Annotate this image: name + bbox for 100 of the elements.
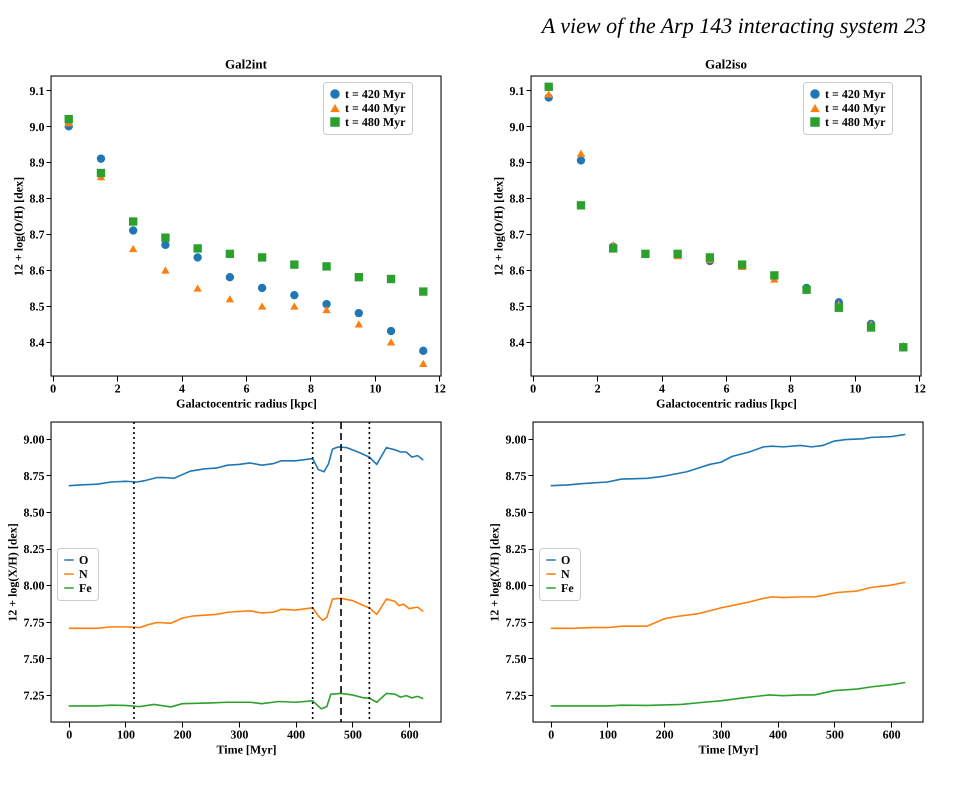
point [834,304,843,312]
x-tick-label: 0 [530,382,536,396]
point [419,287,428,296]
point [129,217,138,226]
y-tick-label: 8.50 [506,506,526,520]
x-tick-label: 0 [66,728,72,742]
point [64,114,73,124]
point [576,150,586,157]
x-tick-label: 100 [598,728,617,742]
y-tick-label: 9.0 [30,120,44,134]
point [419,346,428,356]
x-axis-title: Galactocentric radius [kpc] [176,396,317,410]
x-axis-title: Galactocentric radius [kpc] [656,396,797,410]
x-tick-label: 2 [594,382,601,396]
legend-label: t = 480 Myr [345,115,406,129]
point [354,320,363,328]
y-tick-label: 8.00 [24,578,44,593]
point [290,290,299,300]
x-tick-label: 600 [400,728,419,742]
y-tick-label: 8.8 [30,192,44,206]
line-series [68,692,424,710]
x-tick-label: 500 [344,728,362,742]
point [386,274,396,284]
x-tick-label: 200 [656,728,674,742]
y-tick-label: 7.25 [506,688,526,702]
point [226,295,234,302]
legend-label: t = 420 Myr [825,87,886,101]
x-tick-label: 300 [230,728,248,742]
legend-label: Fe [79,581,92,595]
point [96,154,106,163]
point [290,302,299,310]
legend-label: t = 440 Myr [825,101,886,115]
x-tick-label: 2 [114,382,121,396]
x-tick-label: 200 [174,728,192,742]
legend-label: N [561,567,570,581]
y-axis-title: 12 + log(O/H) [dex] [492,176,506,276]
x-tick-label: 400 [769,728,788,742]
legend-label: t = 480 Myr [825,115,886,129]
point [386,338,396,346]
point [258,253,266,262]
y-tick-label: 8.8 [510,192,524,206]
y-tick-label: 8.9 [30,156,44,170]
point [193,253,202,262]
x-tick-label: 8 [308,382,314,396]
y-tick-label: 8.25 [506,542,526,556]
line-series [68,598,424,630]
y-tick-label: 8.25 [24,542,44,556]
point [161,266,170,274]
x-tick-label: 400 [287,728,306,742]
point [866,323,876,332]
y-tick-label: 8.5 [30,299,44,314]
legend-label: N [79,567,88,581]
legend-label: O [79,553,88,567]
point [544,90,553,98]
point [129,226,138,235]
y-tick-label: 9.0 [510,120,524,134]
chart-title: Gal2iso [705,56,747,72]
legend-label: t = 440 Myr [345,101,406,115]
x-tick-label: 100 [116,728,135,742]
point [419,360,428,368]
point [673,250,682,258]
point [193,284,202,292]
point [544,82,553,91]
point [770,271,779,280]
y-tick-label: 8.75 [506,468,526,483]
y-tick-label: 9.00 [24,432,44,446]
legend-label: O [561,553,570,567]
line-series [550,434,906,486]
y-axis-title: 12 + log(X/H) [dex] [6,523,20,622]
y-tick-label: 8.6 [510,264,524,278]
legend-label: t = 420 Myr [345,87,406,101]
y-tick-label: 8.5 [510,299,524,314]
x-tick-label: 0 [548,728,554,742]
x-tick-label: 300 [712,728,730,742]
point [354,308,363,318]
point [576,201,586,210]
x-tick-label: 10 [849,382,862,396]
x-tick-label: 600 [882,728,901,742]
point [322,300,331,308]
x-axis-title: Time [Myr] [698,742,759,756]
line-series [550,581,906,630]
chart-title: Gal2int [225,56,268,72]
y-axis-title: 12 + log(O/H) [dex] [12,176,26,276]
y-tick-label: 8.00 [506,578,526,593]
y-tick-label: 8.7 [510,228,524,242]
y-tick-label: 7.25 [24,688,44,702]
y-tick-label: 9.1 [510,84,524,98]
y-tick-label: 8.6 [30,264,44,278]
x-tick-label: 4 [659,382,666,396]
y-tick-label: 7.50 [506,652,526,666]
y-axis-title: 12 + log(X/H) [dex] [488,523,502,622]
y-tick-label: 7.50 [24,652,44,666]
y-tick-label: 8.4 [30,335,44,350]
y-tick-label: 8.4 [510,335,524,350]
line-series [68,446,424,486]
point [129,244,138,252]
x-tick-label: 10 [369,382,382,396]
point [738,260,746,269]
point [706,253,714,262]
point [354,273,363,282]
